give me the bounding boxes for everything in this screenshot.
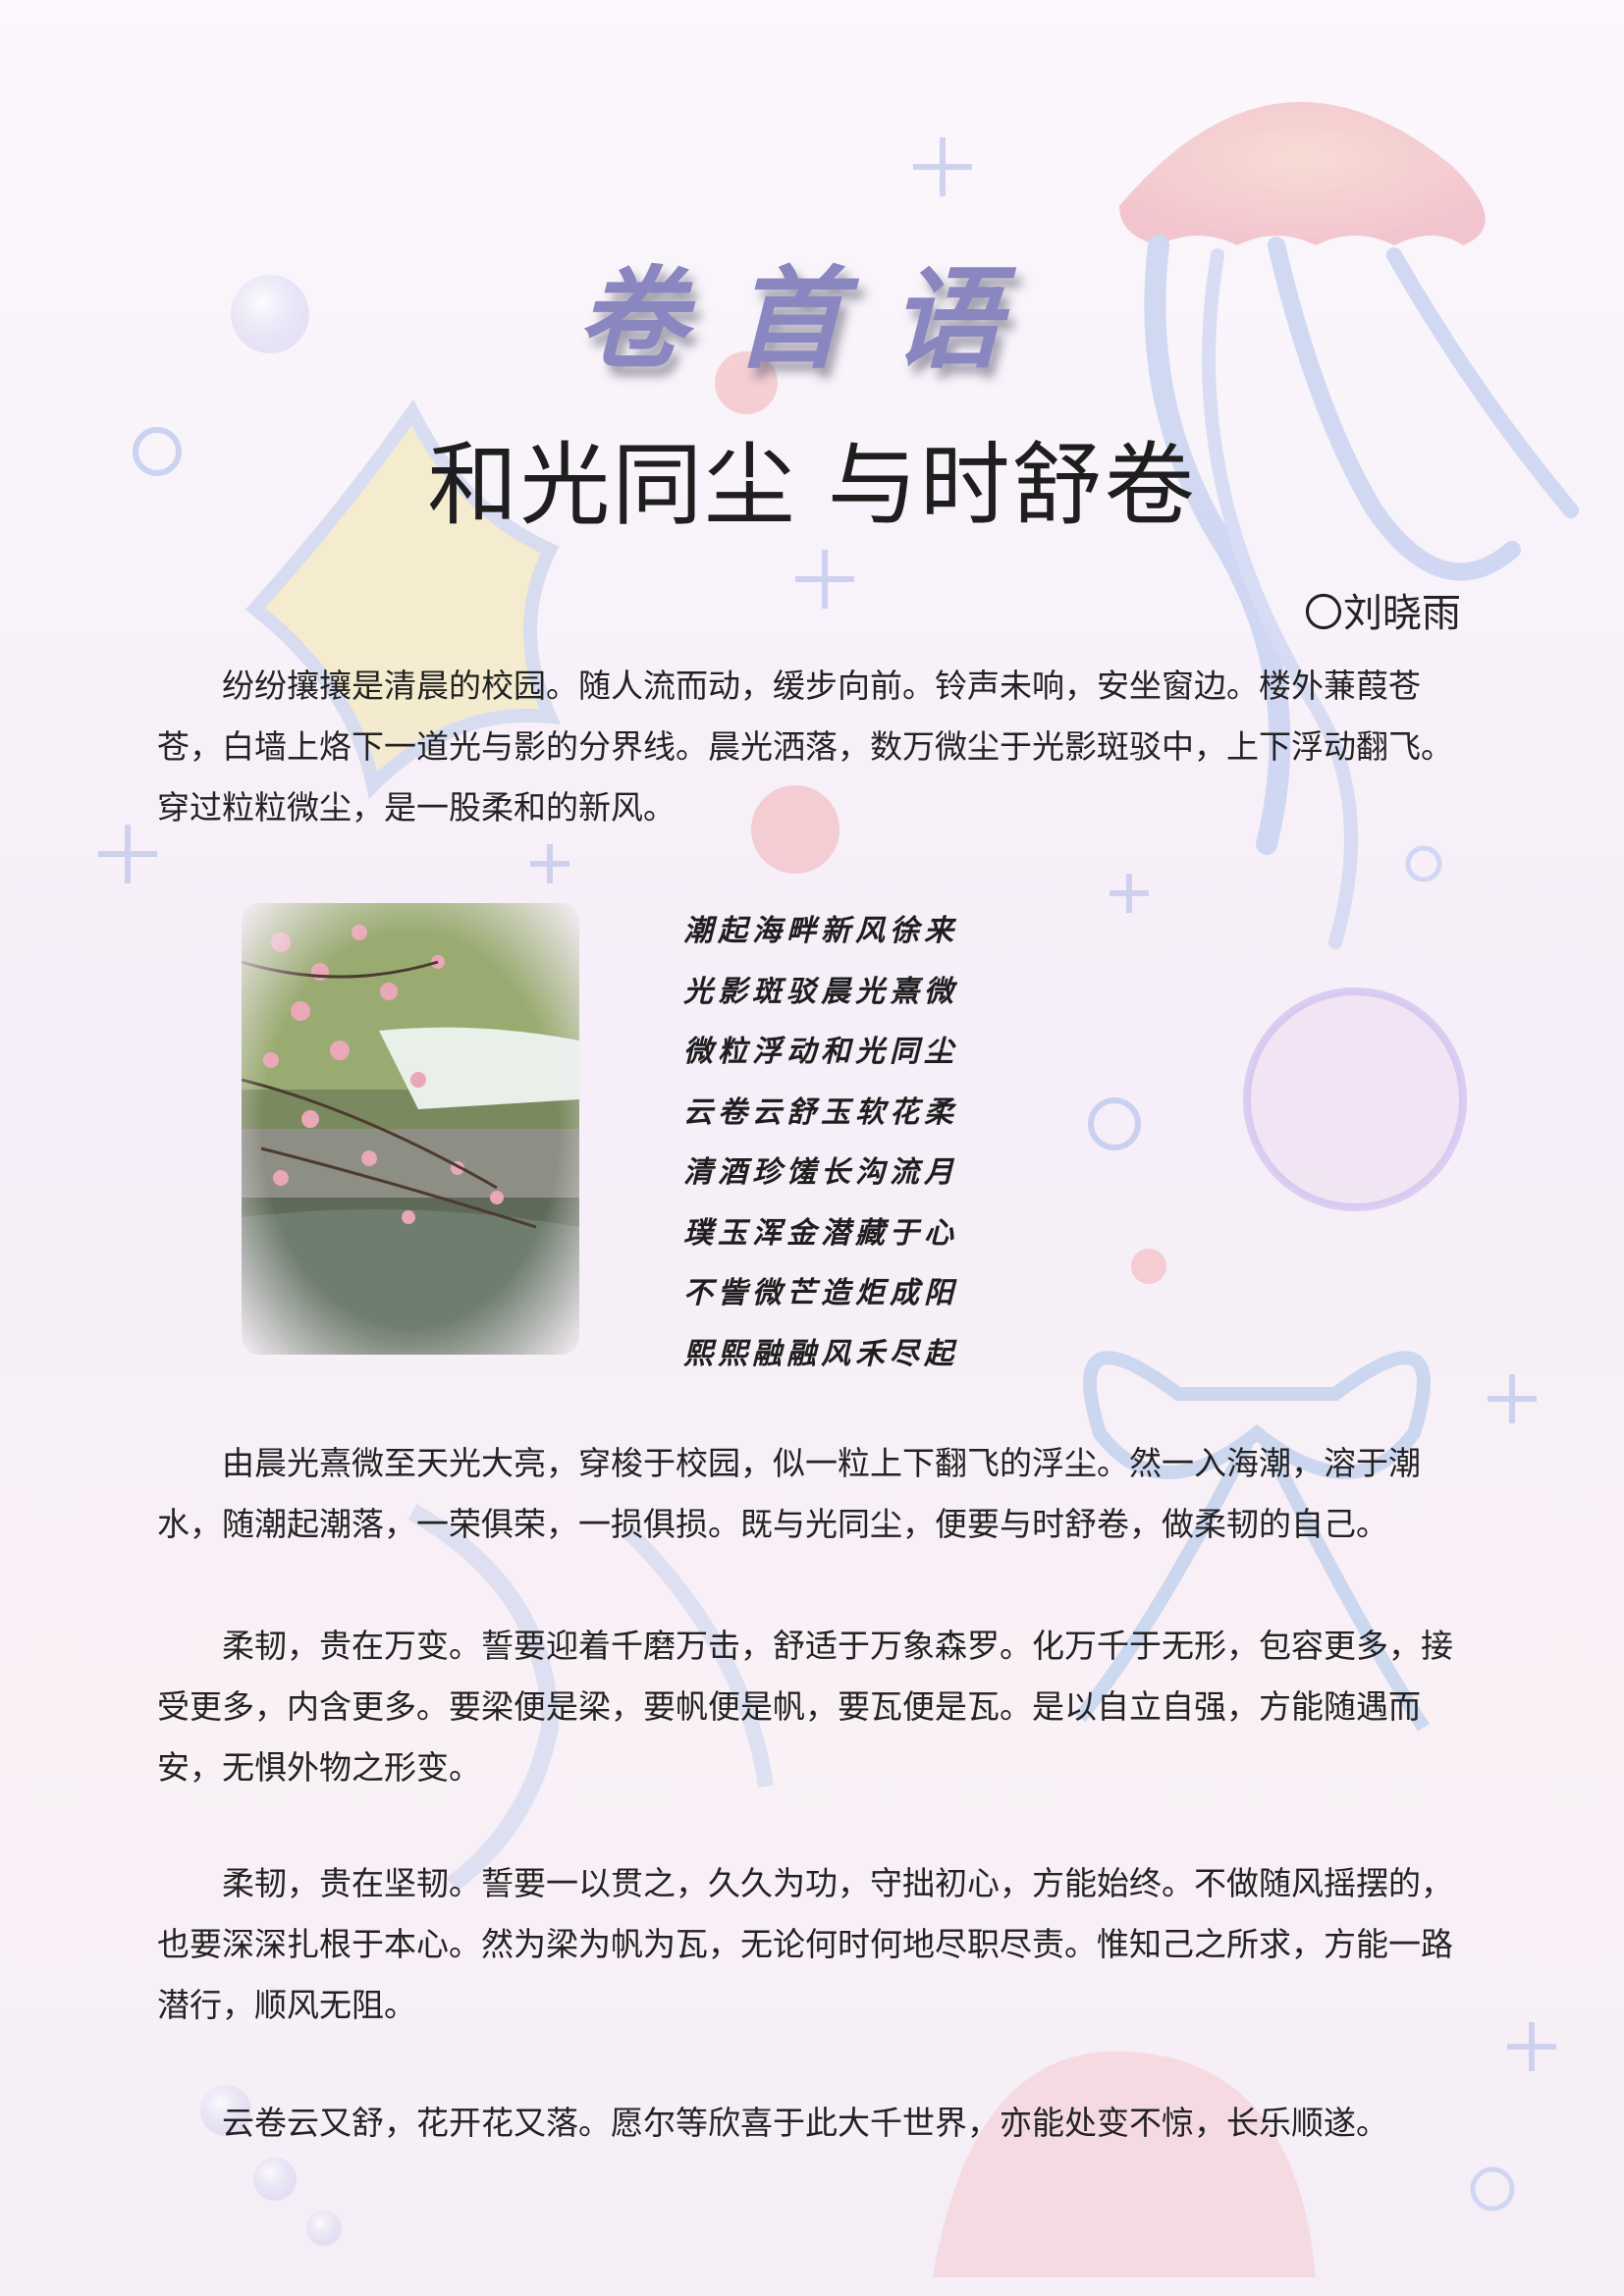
poem-line: 光影斑驳晨光熹微 — [683, 974, 958, 1009]
page-heading: 卷首语 — [576, 255, 1048, 384]
paragraph-1: 纷纷攘攘是清晨的校园。随人流而动，缓步向前。铃声未响，安坐窗边。楼外蒹葭苍苍，白… — [157, 667, 1453, 827]
article-title: 和光同尘 与时舒卷 — [427, 433, 1197, 538]
poem-line: 潮起海畔新风徐来 — [683, 914, 958, 948]
jellyfish-illustration — [1119, 101, 1579, 949]
poem-line: 清酒珍馐长沟流月 — [683, 1155, 958, 1190]
bubbles-decoration — [133, 275, 1515, 2246]
poem-line: 微粒浮动和光同尘 — [683, 1035, 958, 1069]
sparkles-decoration — [98, 137, 1556, 2071]
poem-line: 云卷云舒玉软花柔 — [683, 1095, 958, 1130]
flower-decoration — [715, 351, 1166, 1284]
paragraph-5: 云卷云又舒，花开花又落。愿尔等欣喜于此大千世界，亦能处变不惊，长乐顺遂。 — [222, 2104, 1388, 2142]
ribbon-illustration — [407, 1351, 1431, 1893]
star-illustration — [244, 399, 562, 800]
blossom-photo — [242, 903, 579, 1355]
paragraph-2: 由晨光熹微至天光大亮，穿梭于校园，似一粒上下翻飞的浮尘。然一入海潮，溶于潮水，随… — [157, 1444, 1421, 1543]
poem-line: 熙熙融融风禾尽起 — [683, 1336, 958, 1371]
poem: 潮起海畔新风徐来 光影斑驳晨光熹微 微粒浮动和光同尘 云卷云舒玉软花柔 清酒珍馐… — [683, 901, 958, 1384]
paragraph-3: 柔韧，贵在万变。誓要迎着千磨万击，舒适于万象森罗。化万千于无形，包容更多，接受更… — [157, 1627, 1453, 1787]
shell-illustration — [933, 2051, 1316, 2277]
poem-line: 不訾微芒造炬成阳 — [683, 1276, 958, 1310]
author-name: 〇刘晓雨 — [1304, 591, 1461, 636]
poem-line: 璞玉浑金潜藏于心 — [683, 1215, 958, 1251]
paragraph-4: 柔韧，贵在坚韧。誓要一以贯之，久久为功，守拙初心，方能始终。不做随风摇摆的，也要… — [157, 1864, 1453, 2024]
